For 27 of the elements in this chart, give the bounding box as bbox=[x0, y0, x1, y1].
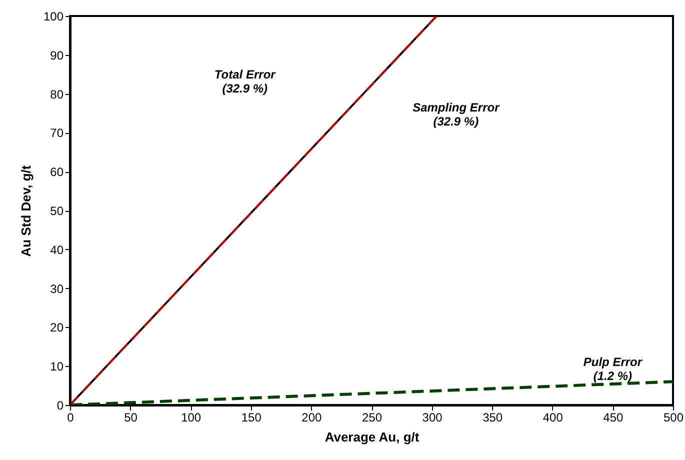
x-tick-label: 350 bbox=[482, 410, 503, 424]
x-axis-title: Average Au, g/t bbox=[324, 430, 420, 444]
y-tick-label: 100 bbox=[43, 10, 64, 24]
annotation: Sampling Error (32.9 %) bbox=[412, 100, 501, 128]
annotation: Pulp Error (1.2 %) bbox=[583, 355, 644, 384]
y-tick-label: 40 bbox=[50, 242, 64, 257]
x-tick-label: 300 bbox=[422, 410, 443, 424]
y-tick-label: 60 bbox=[50, 165, 64, 180]
y-tick-label: 30 bbox=[50, 282, 64, 296]
x-tick-label: 50 bbox=[124, 410, 138, 424]
x-tick-label: 150 bbox=[241, 410, 262, 424]
y-tick-label: 90 bbox=[50, 48, 64, 62]
y-tick-label: 70 bbox=[50, 126, 64, 140]
x-tick-label: 250 bbox=[362, 410, 382, 424]
x-tick-label: 200 bbox=[302, 410, 322, 424]
y-axis-title: Au Std Dev, g/t bbox=[18, 164, 34, 257]
y-tick-label: 10 bbox=[50, 360, 64, 374]
x-tick-label: 450 bbox=[603, 410, 624, 424]
y-tick-label: 0 bbox=[56, 398, 64, 412]
y-tick-label: 20 bbox=[50, 320, 64, 335]
x-tick-label: 0 bbox=[67, 410, 74, 424]
x-tick-label: 400 bbox=[542, 410, 564, 424]
x-tick-label: 500 bbox=[663, 410, 684, 424]
y-tick-label: 80 bbox=[50, 87, 64, 102]
x-tick-label: 100 bbox=[181, 410, 202, 424]
y-tick-label: 50 bbox=[50, 204, 64, 218]
annotation: Total Error (32.9 %) bbox=[214, 67, 277, 96]
